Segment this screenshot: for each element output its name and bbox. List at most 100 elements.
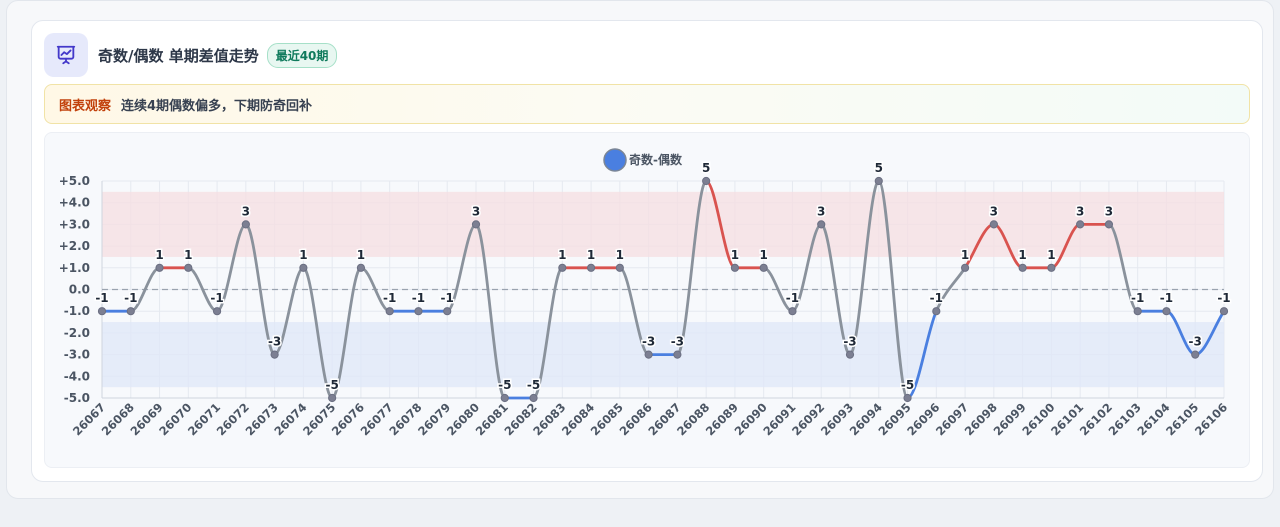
data-point: [241, 220, 250, 229]
data-point: [1047, 263, 1056, 272]
data-label: 1: [587, 248, 595, 262]
data-point: [471, 220, 481, 229]
chart-title: 奇数/偶数 单期差值走势: [98, 46, 259, 65]
data-label: 3: [1105, 204, 1113, 218]
series-line-segment: [301, 266, 334, 400]
data-point: [1191, 350, 1200, 359]
series-line-segment: [445, 223, 478, 313]
data-point: [356, 263, 366, 272]
data-point: [155, 263, 164, 272]
data-label: 1: [357, 248, 365, 262]
series-line-segment: [474, 223, 507, 400]
data-label: 1: [616, 248, 624, 262]
data-point: [788, 307, 797, 316]
data-point: [500, 393, 509, 403]
presentation-chart-icon: [44, 33, 88, 77]
series-line-segment: [273, 266, 305, 356]
series-line-segment: [1107, 223, 1140, 313]
line-chart: +5.0 +4.0 +3.0 +2.0 +1.0 0.0 -1.0 -2.0 -3.0 -4.0 -…: [59, 148, 1232, 438]
data-label: -1: [412, 291, 425, 305]
data-point: [932, 307, 941, 316]
data-point: [673, 350, 682, 359]
series-line-segment: [215, 223, 248, 313]
data-point: [845, 350, 855, 359]
y-tick-label: -1.0: [64, 304, 90, 318]
data-label: 3: [817, 204, 825, 218]
chart-card: 奇数/偶数 单期差值走势 最近40期 图表观察 连续4期偶数偏多，下期防奇回补 …: [31, 20, 1263, 482]
data-label: -1: [383, 291, 396, 305]
data-point: [443, 307, 452, 316]
y-tick-label: +5.0: [59, 174, 90, 188]
series-line-segment: [704, 179, 737, 270]
data-label: -1: [124, 291, 137, 305]
data-point: [1018, 263, 1027, 272]
data-point: [529, 393, 538, 403]
series-line-segment: [791, 223, 823, 313]
data-point: [328, 393, 337, 403]
series-line-segment: [675, 179, 708, 356]
series-line-segment: [330, 266, 363, 400]
y-tick-label: -4.0: [64, 369, 90, 383]
data-label: 3: [242, 204, 250, 218]
data-point: [586, 263, 596, 272]
data-label: -3: [1189, 335, 1202, 349]
data-label: -5: [498, 378, 511, 392]
data-point: [1133, 307, 1142, 316]
data-label: 1: [299, 248, 307, 262]
data-point: [558, 263, 567, 272]
data-label: 1: [558, 248, 566, 262]
data-point: [270, 350, 279, 359]
series-line-segment: [934, 266, 967, 313]
data-label: 3: [990, 204, 998, 218]
data-label: 1: [1047, 248, 1055, 262]
data-point: [817, 220, 826, 229]
y-tick-label: +2.0: [59, 239, 90, 253]
series-line-segment: [244, 223, 277, 356]
data-point: [385, 307, 394, 316]
series-line-segment: [877, 179, 909, 400]
data-label: -1: [786, 291, 799, 305]
series-line-segment: [618, 266, 651, 356]
data-point: [1162, 307, 1171, 316]
data-label: 1: [760, 248, 768, 262]
data-label: -5: [901, 378, 914, 392]
y-tick-label: -5.0: [64, 391, 90, 405]
period-badge: 最近40期: [266, 42, 338, 68]
y-tick-label: 0.0: [69, 283, 90, 297]
data-point: [126, 307, 135, 316]
legend-swatch: [603, 148, 627, 172]
data-label: 3: [1076, 204, 1084, 218]
data-point: [989, 220, 998, 229]
data-label: 1: [184, 248, 192, 262]
data-label: -3: [671, 335, 684, 349]
data-point: [644, 350, 653, 359]
data-label: 5: [702, 161, 710, 175]
observation-text: 连续4期偶数偏多，下期防奇回补: [121, 98, 313, 114]
data-label: 1: [731, 248, 739, 262]
data-label: -1: [441, 291, 454, 305]
page-panel: 奇数/偶数 单期差值走势 最近40期 图表观察 连续4期偶数偏多，下期防奇回补 …: [6, 0, 1274, 499]
observation-label: 图表观察: [59, 98, 112, 114]
data-label: 1: [155, 248, 163, 262]
data-point: [702, 176, 711, 186]
series-line-segment: [819, 223, 852, 356]
data-point: [903, 393, 912, 403]
series-line-segment: [848, 179, 881, 356]
y-tick-label: +4.0: [59, 196, 90, 210]
data-point: [759, 263, 768, 272]
y-tick-label: +3.0: [59, 217, 90, 231]
data-point: [960, 263, 970, 272]
data-label: 3: [472, 204, 480, 218]
data-label: 5: [875, 161, 883, 175]
data-label: -1: [210, 291, 223, 305]
data-point: [184, 263, 193, 272]
data-point: [874, 176, 883, 186]
data-label: -1: [1217, 291, 1230, 305]
data-label: -1: [1131, 291, 1144, 305]
data-label: 1: [1018, 248, 1026, 262]
data-point: [1219, 307, 1229, 316]
data-point: [97, 307, 107, 316]
data-label: -1: [1160, 291, 1173, 305]
data-label: -3: [843, 335, 856, 349]
data-label: -1: [95, 291, 108, 305]
